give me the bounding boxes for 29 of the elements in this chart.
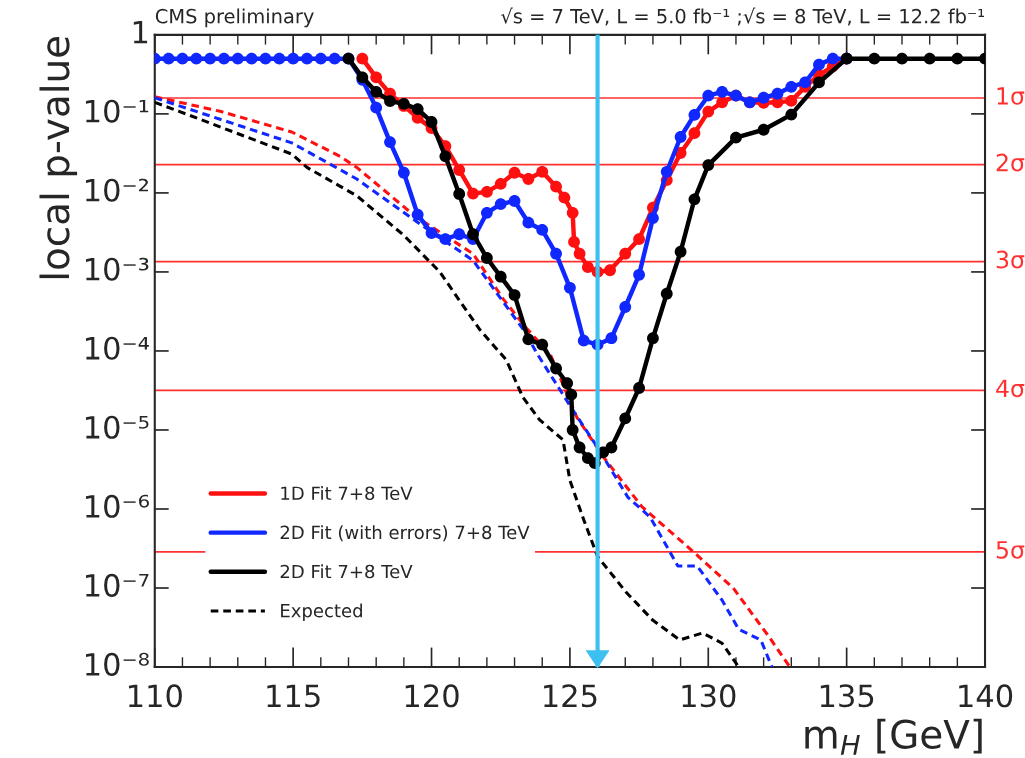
y-tick-label: 10⁻⁶ bbox=[86, 494, 149, 518]
text: CMS preliminary bbox=[155, 8, 314, 28]
ref-line-label: 2σ bbox=[996, 153, 1025, 172]
y-tick-label: 10⁻⁴ bbox=[86, 336, 149, 360]
ref-line-label: 4σ bbox=[996, 379, 1025, 398]
x-axis-title: m$_{H}$ [GeV] bbox=[805, 718, 982, 755]
legend-label: 1D Fit 7+8 TeV bbox=[281, 486, 413, 501]
y-tick-label: 10⁻⁵ bbox=[86, 415, 149, 439]
legend-label: 2D Fit (with errors) 7+8 TeV bbox=[280, 525, 530, 542]
x-tick-label: 130 bbox=[682, 684, 736, 708]
x-tick-label: 135 bbox=[820, 684, 874, 708]
y-axis-title: local p-value bbox=[39, 36, 78, 279]
ref-line-label: 5σ bbox=[996, 541, 1025, 559]
x-tick-label: 140 bbox=[959, 684, 1013, 708]
y-tick-label: 10⁻³ bbox=[86, 257, 149, 281]
y-tick-label: 10⁻¹ bbox=[86, 99, 149, 123]
y-tick-label: 10⁻² bbox=[86, 178, 148, 202]
text: √s = 7 TeV, L = 5.0 fb⁻¹ ;√s = 8 TeV, L = 12.2 fb⁻¹ bbox=[500, 7, 984, 26]
legend-label: Expected bbox=[281, 603, 362, 621]
x-tick-label: 120 bbox=[405, 684, 459, 708]
x-tick-label: 115 bbox=[267, 684, 320, 708]
legend-label: 2D Fit 7+8 TeV bbox=[280, 564, 413, 579]
y-tick-label: 10⁻⁸ bbox=[86, 652, 149, 676]
x-tick-label: 125 bbox=[544, 684, 597, 708]
y-tick-label: 10⁻⁷ bbox=[86, 573, 149, 597]
y-tick-label: 1 bbox=[133, 21, 148, 44]
ref-line-label: 3σ bbox=[996, 250, 1025, 269]
x-tick-label: 110 bbox=[128, 684, 182, 708]
ref-line-label: 1σ bbox=[997, 87, 1025, 105]
